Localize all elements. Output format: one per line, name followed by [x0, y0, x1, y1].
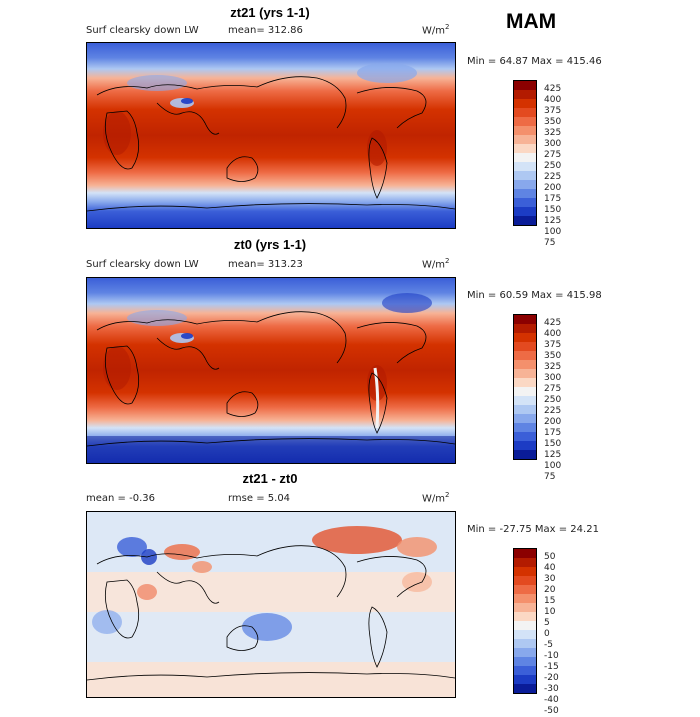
panel-3-map-svg [87, 512, 455, 697]
colorbar-tick-label: 50 [544, 552, 556, 562]
colorbar-tick-label: 325 [544, 362, 562, 372]
colorbar-tick-label: 100 [544, 461, 562, 471]
panel-3-units: W/m2 [422, 491, 450, 505]
colorbar-tick-label: 350 [544, 117, 562, 127]
colorbar-tick-label: 175 [544, 194, 562, 204]
colorbar-tick-label: 100 [544, 227, 562, 237]
colorbar-tick-label: 300 [544, 373, 562, 383]
panel-1-variable: Surf clearsky down LW [86, 25, 199, 36]
colorbar-tick-label: 10 [544, 607, 556, 617]
colorbar-tick-label: 225 [544, 406, 562, 416]
colorbar-tick-label: 375 [544, 340, 562, 350]
colorbar-tick-label: 15 [544, 596, 556, 606]
panel-1-map-svg [87, 43, 455, 228]
panel-3-mean: mean = -0.36 [86, 493, 155, 504]
panel-2-title: zt0 (yrs 1-1) [233, 237, 307, 252]
colorbar-tick-label: -20 [544, 673, 559, 683]
panel-2-colorbar-labels: 425 400 375 350 325 300 275 250 225 200 … [544, 318, 561, 483]
panel-3-rmse: rmse = 5.04 [228, 493, 291, 504]
colorbar-tick-label: 400 [544, 329, 562, 339]
colorbar-tick-label: 0 [544, 629, 550, 639]
colorbar-tick-label: -30 [544, 684, 559, 694]
colorbar-tick-label: 40 [544, 563, 556, 573]
colorbar-tick-label: 375 [544, 106, 562, 116]
panel-2-mean: mean= 313.23 [228, 259, 303, 270]
panel-2-minmax: Min = 60.59 Max = 415.98 [467, 290, 602, 301]
colorbar-tick-label: 250 [544, 161, 562, 171]
panel-2-colorbar [513, 314, 537, 460]
panel-3-title: zt21 - zt0 [242, 471, 298, 486]
colorbar-tick-label: 200 [544, 183, 562, 193]
colorbar-tick-label: 150 [544, 205, 562, 215]
colorbar-tick-label: -10 [544, 651, 559, 661]
panel-1-units: W/m2 [422, 23, 450, 37]
colorbar-tick-label: 350 [544, 351, 562, 361]
colorbar-tick-label: 200 [544, 417, 562, 427]
panel-1-minmax: Min = 64.87 Max = 415.46 [467, 56, 602, 67]
panel-1-colorbar [513, 80, 537, 226]
panel-3-minmax: Min = -27.75 Max = 24.21 [467, 524, 599, 535]
colorbar-tick-label: 30 [544, 574, 556, 584]
colorbar-tick-label: 425 [544, 318, 562, 328]
colorbar-tick-label: 150 [544, 439, 562, 449]
panel-3-colorbar-labels: 50 40 30 20 15 10 5 0 -5 -10 -15 -20 -30… [544, 552, 559, 717]
panel-2-map-svg [87, 278, 455, 463]
panel-2-map [86, 277, 456, 464]
colorbar-tick-label: 400 [544, 95, 562, 105]
colorbar-tick-label: 300 [544, 139, 562, 149]
colorbar-tick-label: 75 [544, 238, 556, 248]
panel-3-colorbar [513, 548, 537, 694]
colorbar-tick-label: 275 [544, 150, 562, 160]
colorbar-tick-label: 75 [544, 472, 556, 482]
colorbar-tick-label: 250 [544, 395, 562, 405]
colorbar-tick-label: 5 [544, 618, 550, 628]
panel-1-colorbar-labels: 425 400 375 350 325 300 275 250 225 200 … [544, 84, 561, 249]
season-label: MAM [506, 10, 557, 33]
colorbar-tick-label: -15 [544, 662, 559, 672]
colorbar-tick-label: -5 [544, 640, 553, 650]
panel-3-map [86, 511, 456, 698]
colorbar-tick-label: 225 [544, 172, 562, 182]
colorbar-tick-label: 20 [544, 585, 556, 595]
panel-1-title: zt21 (yrs 1-1) [230, 5, 310, 20]
colorbar-tick-label: 125 [544, 216, 562, 226]
colorbar-tick-label: -50 [544, 706, 559, 716]
colorbar-tick-label: -40 [544, 695, 559, 705]
panel-1-mean: mean= 312.86 [228, 25, 303, 36]
panel-2-variable: Surf clearsky down LW [86, 259, 199, 270]
colorbar-tick-label: 125 [544, 450, 562, 460]
panel-1-map [86, 42, 456, 229]
colorbar-tick-label: 275 [544, 384, 562, 394]
colorbar-tick-label: 175 [544, 428, 562, 438]
panel-2-units: W/m2 [422, 257, 450, 271]
colorbar-tick-label: 325 [544, 128, 562, 138]
colorbar-tick-label: 425 [544, 84, 562, 94]
